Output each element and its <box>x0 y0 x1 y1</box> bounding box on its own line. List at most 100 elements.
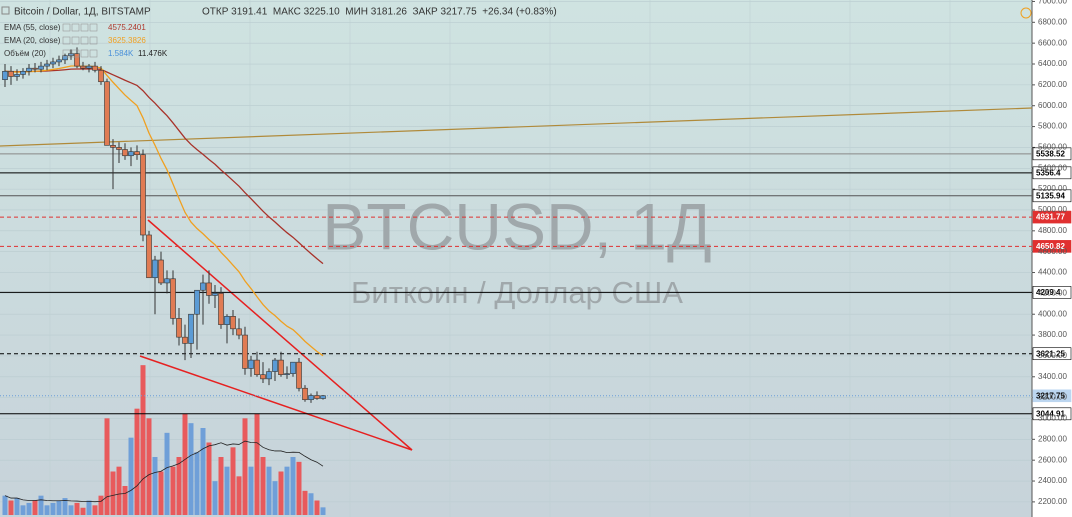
volume-bar <box>26 502 32 515</box>
y-tick-label: 5400.00 <box>1038 163 1067 172</box>
volume-bar <box>80 507 86 515</box>
candle-body <box>248 359 254 369</box>
ema-line <box>4 65 324 357</box>
candle-body <box>86 65 92 69</box>
volume-bar <box>266 466 272 515</box>
candle-body <box>308 395 314 401</box>
volume-bar <box>194 452 200 515</box>
candle-body <box>8 71 14 77</box>
legend-name: EMA (55, close) <box>4 23 61 32</box>
candle-body <box>104 81 110 146</box>
candle-body <box>188 313 194 344</box>
y-tick-label: 5200.00 <box>1038 184 1067 193</box>
y-tick-label: 6400.00 <box>1038 59 1067 68</box>
volume-bar <box>62 498 68 515</box>
candle-body <box>128 151 134 157</box>
legend-button <box>89 49 98 58</box>
level-label: 4931.77 <box>1036 213 1065 222</box>
candle-body <box>242 334 248 369</box>
legend-button <box>62 23 71 32</box>
y-tick-label: 5800.00 <box>1038 122 1067 131</box>
legend-button <box>80 49 89 58</box>
volume-bar <box>128 437 134 515</box>
volume-bar <box>32 500 38 515</box>
volume-ma <box>4 440 324 503</box>
candle-body <box>122 149 128 157</box>
candle-body <box>302 387 308 401</box>
candle-body <box>266 371 272 380</box>
candle-body <box>206 282 212 296</box>
y-tick-label: 2800.00 <box>1038 434 1067 443</box>
level-label: 3621.25 <box>1036 349 1065 358</box>
volume-bar <box>230 447 236 515</box>
volume-bar <box>14 498 20 515</box>
level-label-bg <box>1032 189 1072 203</box>
volume-bar <box>86 500 92 515</box>
candle-body <box>146 234 152 279</box>
volume-bar <box>8 500 14 515</box>
candle-body <box>320 395 326 399</box>
candle-body <box>218 293 224 325</box>
candle-body <box>134 151 140 156</box>
legend-value: 11.476K <box>138 49 168 58</box>
candle-body <box>2 71 8 80</box>
legend-name: Объём (20) <box>4 49 46 58</box>
volume-bar <box>320 507 326 515</box>
y-tick-label: 4000.00 <box>1038 309 1067 318</box>
candle-body <box>194 289 200 315</box>
level-label: 4209.4 <box>1036 288 1061 297</box>
volume-bar <box>248 466 254 515</box>
volume-bar <box>38 495 44 515</box>
volume-bar <box>152 457 158 515</box>
volume-bar <box>164 432 170 515</box>
candle-body <box>314 395 320 399</box>
volume-bar <box>68 505 74 515</box>
candle-body <box>110 145 116 148</box>
level-label: 4650.82 <box>1036 242 1065 251</box>
candle-body <box>284 373 290 375</box>
volume-bar <box>296 461 302 515</box>
y-tick-label: 2600.00 <box>1038 455 1067 464</box>
legend-button <box>80 23 89 32</box>
level-label: 5356.4 <box>1036 168 1061 177</box>
volume-bar <box>218 457 224 515</box>
candle-body <box>158 259 164 284</box>
volume-bar <box>314 500 320 515</box>
candle-body <box>50 61 56 65</box>
volume-bar <box>158 471 164 515</box>
candle-body <box>272 359 278 372</box>
candle-body <box>74 53 80 67</box>
collapse-icon[interactable] <box>1 6 10 15</box>
candle-body <box>176 318 182 338</box>
candle-body <box>254 359 260 375</box>
candle-body <box>140 154 146 236</box>
volume-bar <box>242 418 248 515</box>
y-tick-label: 5000.00 <box>1038 205 1067 214</box>
volume-bar <box>2 495 8 515</box>
y-tick-label: 3800.00 <box>1038 330 1067 339</box>
volume-bar <box>56 500 62 515</box>
legend-button <box>89 23 98 32</box>
alert-icon[interactable] <box>1020 7 1032 19</box>
level-label: 3217.75 <box>1036 391 1065 400</box>
legend-button <box>89 36 98 45</box>
wedge-line <box>139 355 413 451</box>
volume-bar <box>254 413 260 515</box>
y-tick-label: 4200.00 <box>1038 288 1067 297</box>
price-axis <box>1032 0 1072 517</box>
candle-body <box>182 336 188 344</box>
volume-bar <box>206 442 212 515</box>
y-tick-label: 6000.00 <box>1038 101 1067 110</box>
volume-bar <box>200 428 206 515</box>
legend-button <box>71 36 80 45</box>
candle-body <box>38 65 44 70</box>
level-label-bg <box>1032 286 1072 299</box>
y-tick-label: 3400.00 <box>1038 372 1067 381</box>
candle-body <box>236 328 242 336</box>
candle-body <box>32 67 38 70</box>
candle-body <box>260 374 266 380</box>
legend-name: EMA (20, close) <box>4 36 61 45</box>
volume-bar <box>170 466 176 515</box>
level-label-bg <box>1032 240 1072 253</box>
